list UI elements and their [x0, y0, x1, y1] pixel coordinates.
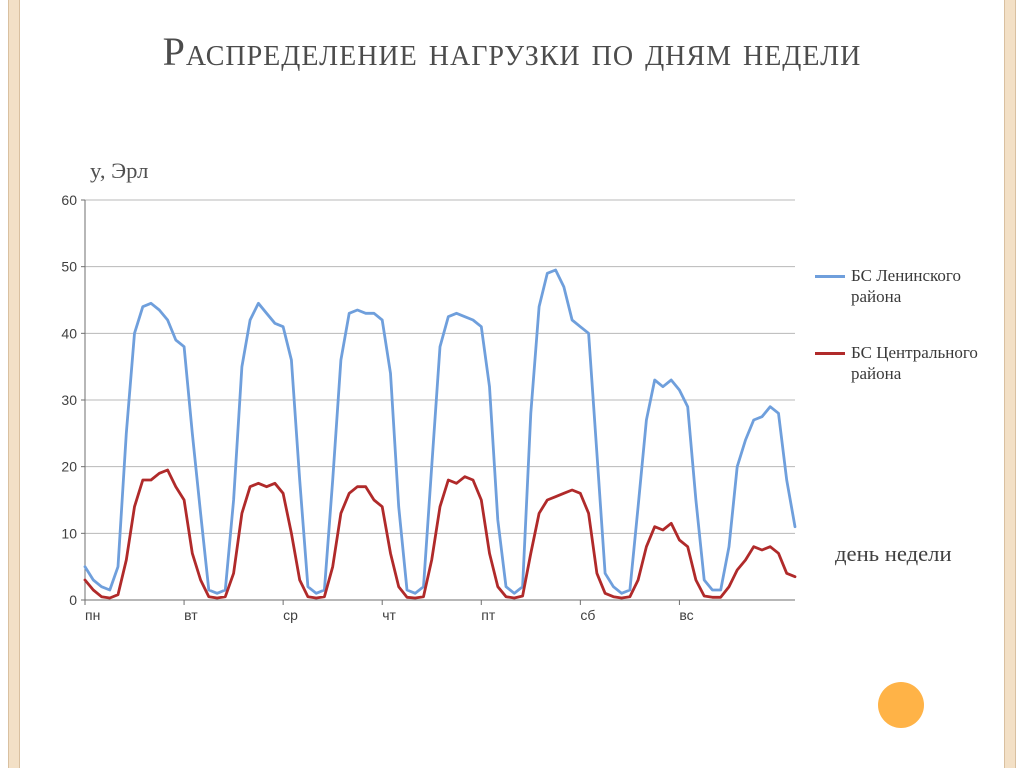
svg-text:50: 50 [61, 259, 77, 275]
svg-text:пт: пт [481, 607, 496, 623]
legend-swatch-1 [815, 275, 845, 278]
slide-left-border [8, 0, 20, 768]
svg-text:20: 20 [61, 459, 77, 475]
svg-text:сб: сб [580, 607, 595, 623]
svg-text:40: 40 [61, 325, 77, 341]
svg-text:вс: вс [679, 607, 693, 623]
svg-text:вт: вт [184, 607, 198, 623]
svg-text:60: 60 [61, 195, 77, 208]
legend-item-2: БС Центрального района [815, 342, 991, 385]
legend-text-1: БС Ленинского района [851, 265, 991, 308]
legend-text-2: БС Центрального района [851, 342, 991, 385]
load-distribution-chart: 0 10 20 30 40 50 60 пн вт ср чт пт сб вс [45, 195, 800, 635]
chart-svg: 0 10 20 30 40 50 60 пн вт ср чт пт сб вс [45, 195, 800, 630]
slide-title: Распределение нагрузки по дням недели [40, 28, 984, 76]
svg-text:30: 30 [61, 392, 77, 408]
accent-circle [878, 682, 924, 728]
legend-item-1: БС Ленинского района [815, 265, 991, 308]
slide-right-border [1004, 0, 1016, 768]
y-axis-label: y, Эрл [90, 158, 148, 184]
svg-text:10: 10 [61, 525, 77, 541]
svg-text:0: 0 [69, 592, 77, 608]
svg-text:пн: пн [85, 607, 100, 623]
x-axis-label: день недели [835, 540, 975, 568]
svg-text:чт: чт [382, 607, 396, 623]
chart-legend: БС Ленинского района БС Центрального рай… [815, 265, 991, 418]
legend-swatch-2 [815, 352, 845, 355]
svg-text:ср: ср [283, 607, 298, 623]
